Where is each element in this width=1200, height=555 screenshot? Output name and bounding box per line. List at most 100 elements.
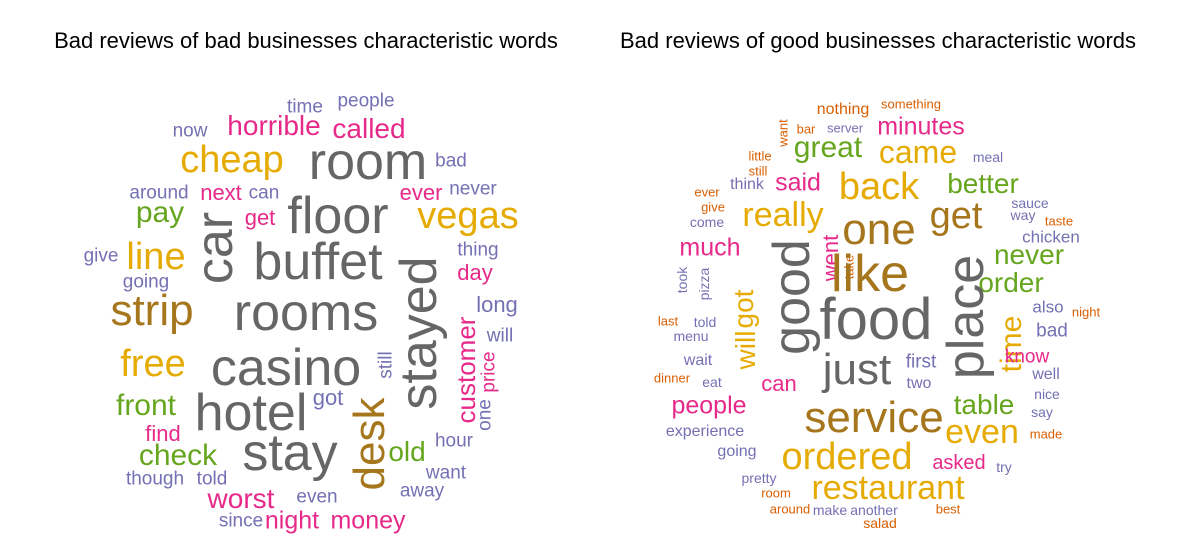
- cloud-word: taste: [1044, 213, 1074, 229]
- word-cloud-panel-bad-businesses: Bad reviews of bad businesses characteri…: [54, 28, 558, 534]
- cloud-word: salad: [863, 515, 897, 531]
- cloud-word: going: [717, 443, 757, 460]
- cloud-word: can: [248, 182, 280, 204]
- cloud-word: going: [122, 271, 170, 293]
- cloud-word: bad: [1036, 320, 1068, 342]
- cloud-word: minutes: [877, 112, 965, 141]
- cloud-word: said: [775, 168, 821, 197]
- cloud-word: pretty: [741, 470, 777, 486]
- cloud-word: much: [679, 233, 741, 262]
- cloud-word: give: [83, 245, 119, 267]
- cloud-word: also: [1032, 297, 1064, 317]
- cloud-word: worst: [207, 483, 275, 514]
- cloud-word: two: [906, 375, 932, 392]
- cloud-word: try: [996, 459, 1012, 475]
- cloud-word: casino: [210, 339, 362, 397]
- cloud-word: come: [689, 214, 725, 230]
- cloud-word: thing: [457, 239, 499, 261]
- cloud-word: next: [200, 180, 242, 205]
- cloud-word: even: [296, 486, 338, 508]
- cloud-word: menu: [673, 328, 709, 344]
- cloud-word: rooms: [233, 284, 379, 342]
- cloud-word: never: [993, 239, 1065, 270]
- cloud-word: find: [145, 421, 181, 446]
- cloud-word: ordered: [781, 436, 913, 478]
- cloud-word: better: [947, 168, 1019, 199]
- cloud-word: told: [196, 468, 228, 490]
- cloud-word: say: [1031, 404, 1053, 420]
- cloud-word: ever: [694, 184, 720, 200]
- cloud-word: cheap: [180, 139, 284, 181]
- cloud-word: called: [332, 113, 406, 144]
- cloud-word: got: [312, 385, 344, 410]
- word-cloud: time people now horrible called cheap room bad a…: [83, 90, 519, 534]
- cloud-word: hour: [434, 430, 474, 452]
- cloud-word: just: [822, 345, 892, 394]
- cloud-word: make: [812, 502, 848, 518]
- cloud-word: service: [804, 393, 944, 442]
- cloud-word: old: [388, 436, 426, 467]
- cloud-word: bar: [796, 121, 816, 137]
- cloud-word: pizza: [696, 267, 712, 301]
- cloud-word: still: [748, 163, 768, 179]
- cloud-word: stayed: [390, 256, 448, 410]
- cloud-word: best: [935, 501, 961, 517]
- cloud-word: know: [1004, 346, 1050, 368]
- cloud-word: nice: [1034, 386, 1060, 402]
- cloud-word: restaurant: [811, 469, 965, 507]
- cloud-word: time: [287, 96, 323, 118]
- cloud-word: back: [838, 166, 920, 208]
- cloud-word: like: [830, 245, 910, 303]
- cloud-word: still: [375, 351, 397, 379]
- cloud-word: though: [125, 468, 185, 490]
- cloud-word: little: [748, 148, 772, 164]
- cloud-word: experience: [665, 423, 745, 440]
- cloud-word: give: [701, 199, 725, 215]
- cloud-word: really: [742, 196, 824, 234]
- cloud-word: one: [474, 399, 496, 431]
- cloud-word: people: [337, 90, 395, 112]
- cloud-word: order: [978, 267, 1044, 298]
- word-cloud: nothing something want bar server minutes litt…: [600, 0, 1200, 555]
- cloud-word: hotel: [194, 384, 308, 442]
- cloud-word: eat: [702, 374, 722, 390]
- cloud-word: good: [763, 239, 821, 355]
- cloud-word: get: [244, 205, 276, 230]
- cloud-word: never: [449, 178, 497, 200]
- cloud-word: made: [1029, 426, 1063, 442]
- cloud-word: sauce: [1011, 195, 1049, 211]
- cloud-word: room: [308, 133, 428, 191]
- cloud-word: server: [826, 120, 864, 136]
- cloud-word: great: [793, 131, 863, 164]
- cloud-word: horrible: [227, 110, 321, 141]
- cloud-word: strip: [110, 286, 194, 335]
- cloud-word: want: [425, 462, 467, 484]
- cloud-word: night: [1071, 304, 1101, 320]
- cloud-word: long: [476, 292, 518, 317]
- cloud-word: desk: [345, 397, 394, 491]
- cloud-word: away: [399, 480, 445, 502]
- cloud-word: way: [1010, 207, 1036, 223]
- cloud-word: free: [120, 343, 186, 385]
- cloud-word: got: [728, 289, 759, 329]
- cloud-word: even: [945, 413, 1019, 451]
- cloud-word: first: [905, 351, 937, 373]
- cloud-word: front: [115, 389, 177, 422]
- cloud-word: around: [769, 501, 811, 517]
- panel-title: Bad reviews of bad businesses characteri…: [54, 28, 558, 53]
- cloud-word: line: [126, 236, 186, 278]
- cloud-word: around: [129, 182, 189, 204]
- cloud-word: vegas: [417, 195, 519, 237]
- cloud-word: food: [819, 287, 933, 352]
- cloud-word: last: [657, 313, 679, 329]
- cloud-word: people: [671, 391, 747, 420]
- cloud-word: chicken: [1022, 227, 1080, 247]
- cloud-word: day: [457, 260, 493, 285]
- cloud-word: table: [953, 389, 1015, 420]
- cloud-word: now: [172, 120, 208, 142]
- cloud-word: told: [693, 314, 717, 330]
- cloud-word: pay: [135, 196, 185, 229]
- cloud-word: get: [929, 195, 983, 237]
- cloud-word: will: [486, 325, 514, 347]
- cloud-word: car: [186, 211, 244, 285]
